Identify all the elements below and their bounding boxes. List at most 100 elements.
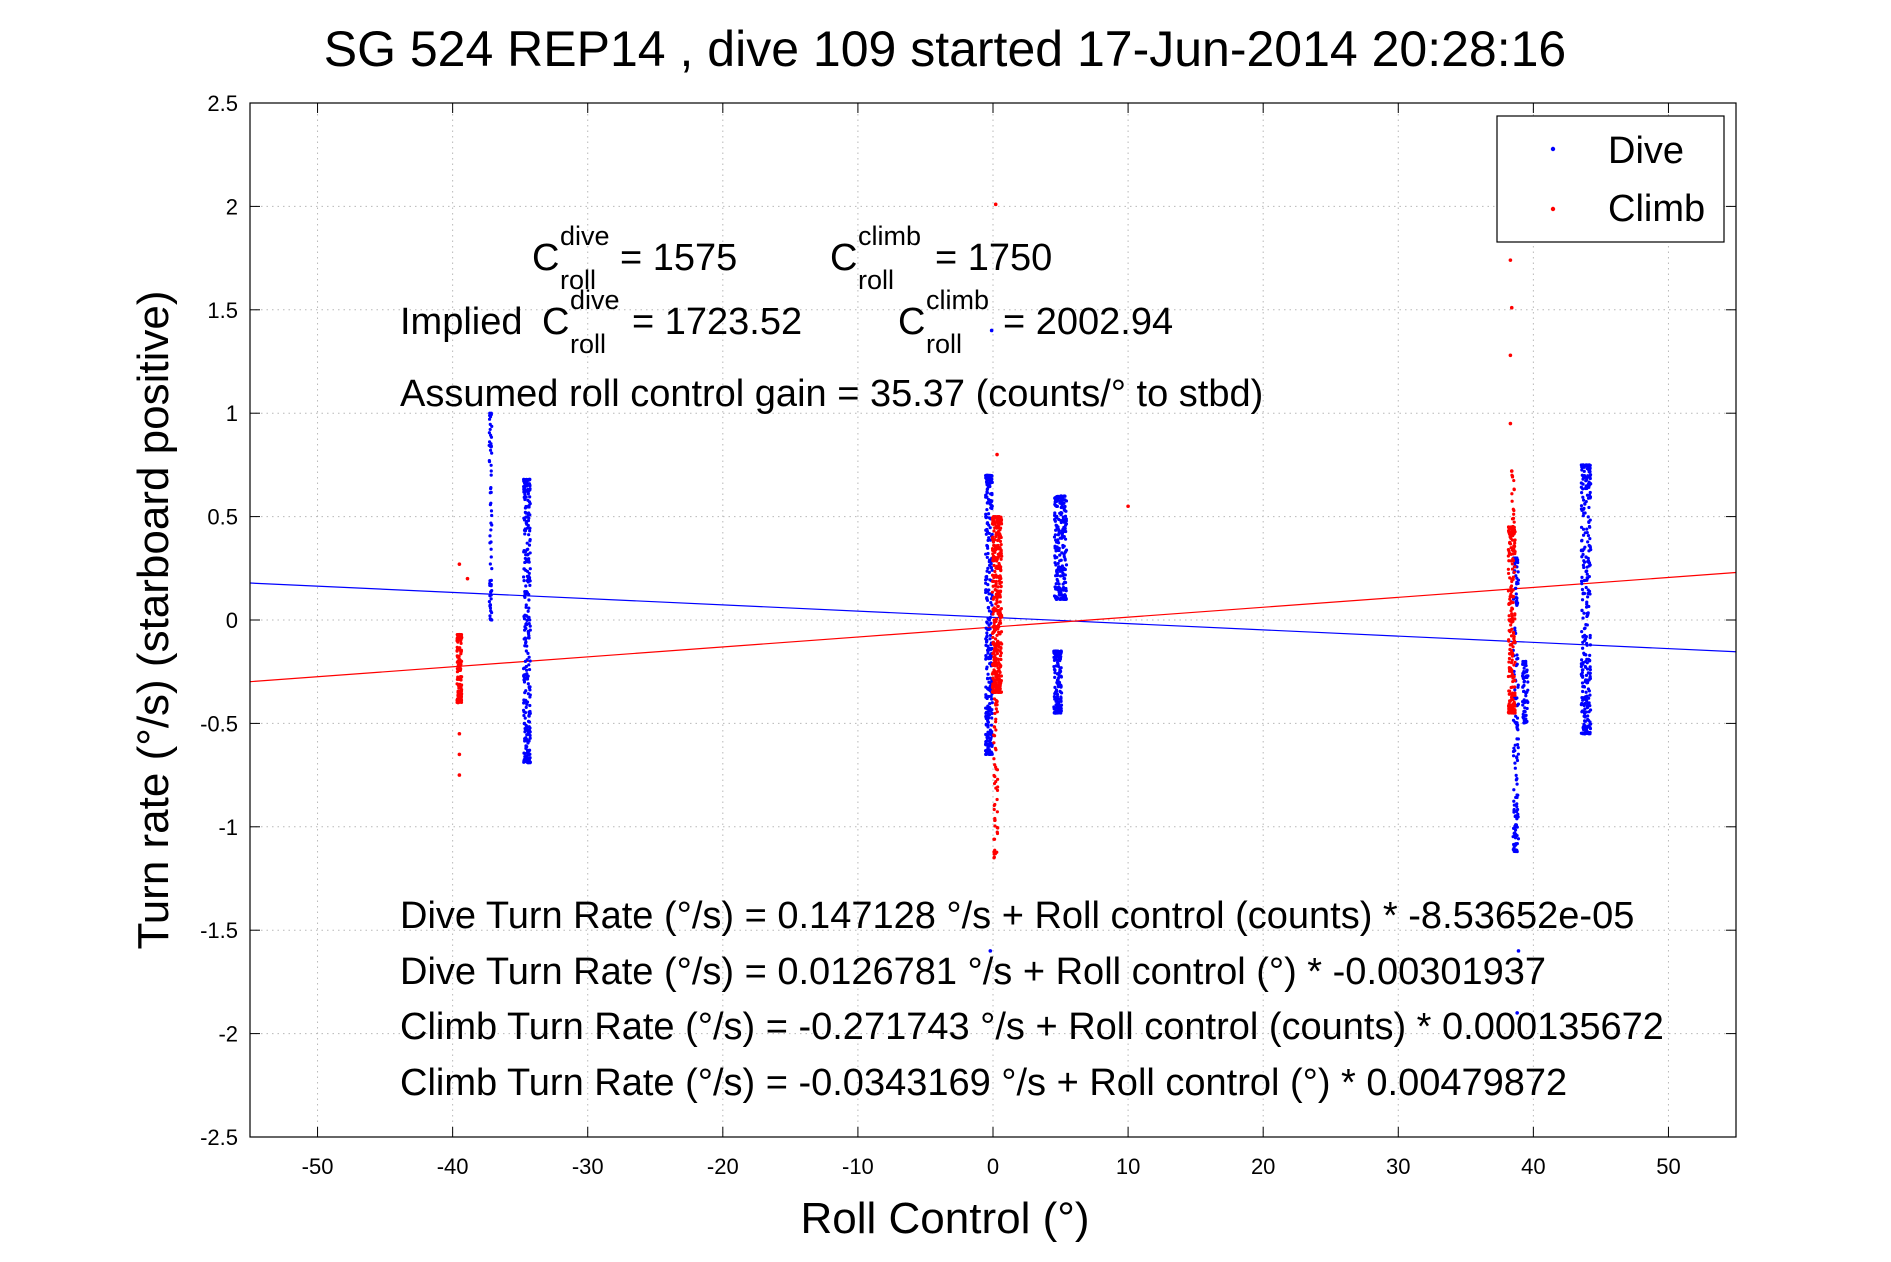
y-tick-label: 2.5 <box>207 91 238 116</box>
climb-point <box>991 682 995 686</box>
climb-point <box>998 654 1003 658</box>
climb-point <box>1509 634 1514 638</box>
dive-point <box>1580 555 1584 559</box>
dive-point <box>1582 463 1586 468</box>
dive-point <box>488 604 492 608</box>
climb-point <box>996 666 1000 670</box>
climb-point <box>999 580 1003 584</box>
climb-point <box>998 682 1002 687</box>
climb-point <box>992 543 996 547</box>
dive-point <box>985 507 989 512</box>
dive-point <box>1058 689 1062 694</box>
dive-point <box>525 574 529 579</box>
climb-point <box>1512 512 1516 516</box>
dive-point <box>1581 725 1586 729</box>
legend-dive-label: Dive <box>1608 130 1684 172</box>
dive-point <box>1515 602 1519 607</box>
climb-point <box>992 773 996 778</box>
dive-point <box>1526 680 1530 684</box>
dive-point <box>1056 682 1060 686</box>
climb-point <box>992 757 996 761</box>
climb-point <box>456 655 460 659</box>
x-tick-label: 0 <box>987 1154 999 1179</box>
dive-point <box>985 483 989 487</box>
climb-point <box>1506 674 1511 679</box>
dive-point <box>985 621 989 625</box>
dive-point <box>1053 675 1057 679</box>
dive-point <box>984 693 988 697</box>
dive-point <box>1523 660 1527 664</box>
climb-point <box>459 684 463 688</box>
climb-point <box>994 717 998 721</box>
dive-point <box>1062 588 1066 592</box>
dive-point <box>987 730 992 735</box>
dive-point <box>525 541 529 545</box>
dive-point <box>489 469 493 473</box>
climb-point <box>1506 589 1511 593</box>
dive-point <box>1522 680 1526 684</box>
dive-point <box>1582 579 1586 583</box>
dive-point <box>985 495 989 499</box>
dive-point <box>1587 718 1591 723</box>
dive-point <box>1061 573 1065 578</box>
climb-point <box>1512 520 1516 524</box>
dive-point <box>1516 560 1520 565</box>
dive-point <box>988 702 992 706</box>
dive-point <box>526 732 530 736</box>
dive-point <box>1054 656 1058 660</box>
dive-point <box>1054 582 1058 586</box>
climb-point <box>994 748 998 752</box>
dive-point <box>523 560 527 565</box>
climb-point <box>999 542 1003 547</box>
climb-point <box>457 752 462 757</box>
dive-point <box>1587 689 1591 693</box>
dive-point <box>1053 496 1057 500</box>
climb-point <box>993 637 998 641</box>
dive-point <box>1515 582 1519 586</box>
dive-point <box>1583 664 1587 669</box>
dive-point <box>1585 477 1589 482</box>
legend-climb-label: Climb <box>1608 188 1705 230</box>
dive-point <box>1059 695 1063 699</box>
dive-point <box>1588 592 1592 596</box>
dive-point <box>1060 511 1064 515</box>
dive-point <box>490 589 494 593</box>
dive-point <box>1515 653 1519 657</box>
dive-point <box>489 578 493 583</box>
climb-point <box>994 532 998 537</box>
dive-point <box>1515 721 1519 725</box>
dive-point <box>1053 519 1057 523</box>
dive-point <box>1586 611 1590 615</box>
dive-point <box>1053 503 1058 507</box>
dive-point <box>1511 835 1515 839</box>
climb-point <box>1126 504 1130 509</box>
dive-point <box>526 651 530 655</box>
dive-point <box>984 516 988 520</box>
dive-point <box>1052 667 1057 672</box>
dive-point <box>1586 540 1590 544</box>
dive-point <box>524 521 528 525</box>
dive-point <box>1587 549 1591 553</box>
dive-point <box>1587 732 1591 736</box>
climb-point <box>994 720 998 724</box>
dive-point <box>988 526 992 530</box>
dive-point <box>522 567 526 571</box>
climb-point <box>456 634 460 638</box>
dive-point <box>523 691 527 695</box>
climb-point <box>1510 658 1514 662</box>
climb-point <box>1513 711 1517 715</box>
dive-point <box>524 677 528 681</box>
dive-point <box>1588 470 1592 474</box>
climb-point <box>991 651 995 656</box>
climb-point <box>1511 645 1515 649</box>
climb-point <box>992 685 996 689</box>
dive-point <box>988 477 992 481</box>
climb-point <box>999 585 1003 589</box>
climb-point <box>1511 640 1515 645</box>
dive-point <box>987 592 991 596</box>
dive-point <box>527 714 531 718</box>
dive-point <box>987 739 992 744</box>
dive-point <box>989 750 993 754</box>
dive-point <box>985 543 989 548</box>
climb-point <box>993 711 997 716</box>
